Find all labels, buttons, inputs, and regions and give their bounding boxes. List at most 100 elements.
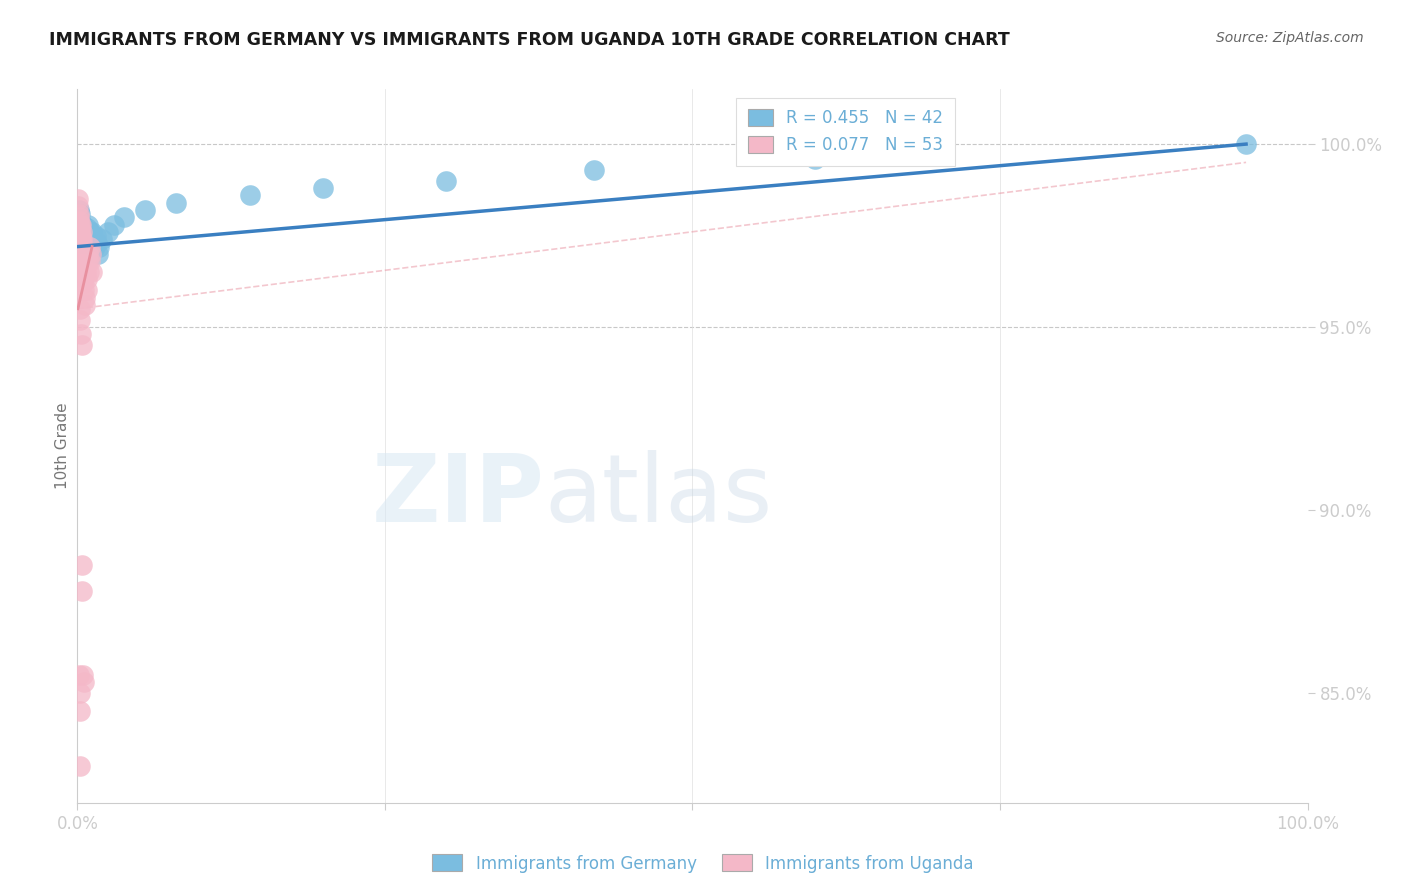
Point [77, 228, 100, 243]
Point [86, 235, 108, 250]
Point [70, 225, 93, 239]
Point [73, 228, 96, 243]
Point [72, 268, 94, 283]
Point [82, 225, 104, 239]
Point [82, 265, 104, 279]
Point [165, 195, 187, 210]
Point [70, 247, 93, 261]
Point [80, 247, 103, 261]
Point [1234, 137, 1257, 152]
Point [79, 239, 101, 253]
Point [72, 221, 94, 235]
Point [83, 239, 105, 253]
Point [69, 218, 91, 232]
Point [70, 254, 93, 268]
Text: IMMIGRANTS FROM GERMANY VS IMMIGRANTS FROM UGANDA 10TH GRADE CORRELATION CHART: IMMIGRANTS FROM GERMANY VS IMMIGRANTS FR… [49, 31, 1010, 49]
Point [87, 247, 110, 261]
Point [72, 218, 94, 232]
Point [76, 272, 98, 286]
Point [69, 686, 91, 700]
Point [134, 202, 156, 217]
Point [73, 675, 96, 690]
Text: Source: ZipAtlas.com: Source: ZipAtlas.com [1216, 31, 1364, 45]
Point [70, 558, 93, 572]
Legend: Immigrants from Germany, Immigrants from Uganda: Immigrants from Germany, Immigrants from… [426, 847, 980, 880]
Point [70, 218, 93, 232]
Point [70, 225, 93, 239]
Point [82, 235, 104, 250]
Point [436, 174, 458, 188]
Point [82, 232, 104, 246]
Point [239, 188, 262, 202]
Point [67, 221, 90, 235]
Point [70, 235, 93, 250]
Point [72, 235, 94, 250]
Point [67, 667, 90, 681]
Point [69, 301, 91, 316]
Point [90, 232, 114, 246]
Point [66, 192, 89, 206]
Point [72, 239, 94, 253]
Point [76, 225, 98, 239]
Point [112, 211, 135, 225]
Point [804, 152, 827, 166]
Point [75, 265, 97, 279]
Point [70, 232, 93, 246]
Point [75, 235, 97, 250]
Point [70, 228, 93, 243]
Point [73, 284, 96, 298]
Point [69, 228, 91, 243]
Point [77, 232, 100, 246]
Point [70, 218, 93, 232]
Point [69, 235, 91, 250]
Point [77, 247, 100, 261]
Point [79, 235, 101, 250]
Point [67, 211, 90, 225]
Point [75, 298, 97, 312]
Point [76, 218, 98, 232]
Point [69, 206, 91, 220]
Point [72, 667, 94, 681]
Point [75, 225, 97, 239]
Point [69, 225, 91, 239]
Point [583, 162, 606, 177]
Point [67, 214, 90, 228]
Point [76, 254, 98, 268]
Point [69, 232, 91, 246]
Point [72, 276, 94, 290]
Point [84, 228, 107, 243]
Point [70, 338, 93, 352]
Point [69, 704, 91, 718]
Point [76, 221, 98, 235]
Point [70, 228, 93, 243]
Point [70, 244, 93, 258]
Point [70, 261, 93, 276]
Point [69, 221, 91, 235]
Point [73, 291, 96, 305]
Point [67, 206, 90, 220]
Point [312, 181, 335, 195]
Point [69, 239, 91, 253]
Point [73, 232, 96, 246]
Text: atlas: atlas [546, 450, 773, 542]
Point [70, 583, 93, 598]
Point [69, 759, 91, 773]
Point [79, 254, 101, 268]
Point [72, 247, 94, 261]
Point [79, 225, 101, 239]
Point [80, 232, 103, 246]
Point [69, 312, 91, 326]
Text: ZIP: ZIP [373, 450, 546, 542]
Point [76, 284, 98, 298]
Point [97, 225, 120, 239]
Point [67, 202, 90, 217]
Point [70, 327, 93, 342]
Point [69, 214, 91, 228]
Point [77, 265, 100, 279]
Y-axis label: 10th Grade: 10th Grade [55, 402, 70, 490]
Point [80, 228, 103, 243]
Point [72, 261, 94, 276]
Point [72, 254, 94, 268]
Point [103, 218, 125, 232]
Point [89, 239, 111, 253]
